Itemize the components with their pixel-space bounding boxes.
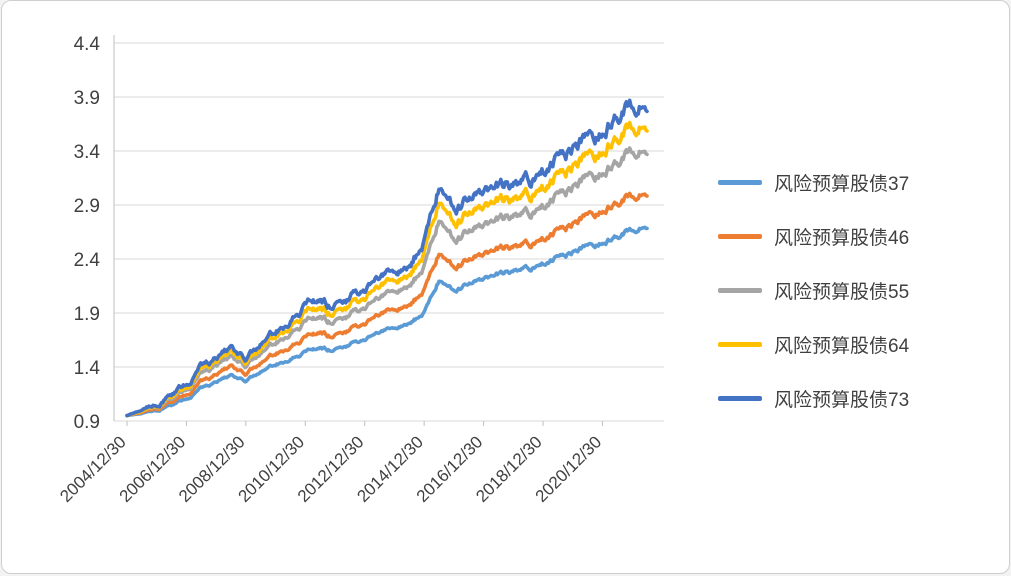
legend-label-55: 风险预算股债55 <box>774 282 910 303</box>
series-line-2 <box>125 146 649 418</box>
series-line-1 <box>125 191 649 418</box>
legend-item-37[interactable]: 风险预算股债37 <box>718 169 909 196</box>
y-tick-label: 1.9 <box>74 304 100 325</box>
y-tick-label: 2.4 <box>74 250 101 271</box>
legend-line-swatch-37 <box>718 180 762 185</box>
y-tick-label: 3.4 <box>74 142 101 163</box>
y-tick-label: 4.4 <box>74 34 101 55</box>
chart-legend: 风险预算股债37 风险预算股债46 风险预算股债55 风险预算股债64 风险预算… <box>718 169 909 412</box>
legend-line-swatch-73 <box>718 396 762 401</box>
legend-label-46: 风险预算股债46 <box>774 228 910 249</box>
legend-line-swatch-64 <box>718 342 762 347</box>
series-line-4 <box>125 98 649 418</box>
legend-line-swatch-46 <box>718 234 762 239</box>
legend-label-64: 风险预算股债64 <box>774 336 910 357</box>
y-tick-label: 3.9 <box>74 88 100 109</box>
y-tick-label: 2.9 <box>74 196 100 217</box>
legend-item-55[interactable]: 风险预算股债55 <box>718 277 909 304</box>
legend-item-64[interactable]: 风险预算股债64 <box>718 331 909 358</box>
legend-item-73[interactable]: 风险预算股债73 <box>718 385 909 412</box>
y-tick-label: 0.9 <box>74 412 100 433</box>
legend-label-73: 风险预算股债73 <box>774 390 910 411</box>
legend-item-46[interactable]: 风险预算股债46 <box>718 223 909 250</box>
series-line-0 <box>125 225 649 418</box>
legend-label-37: 风险预算股债37 <box>774 174 910 195</box>
y-tick-label: 1.4 <box>74 358 101 379</box>
legend-line-swatch-55 <box>718 288 762 293</box>
